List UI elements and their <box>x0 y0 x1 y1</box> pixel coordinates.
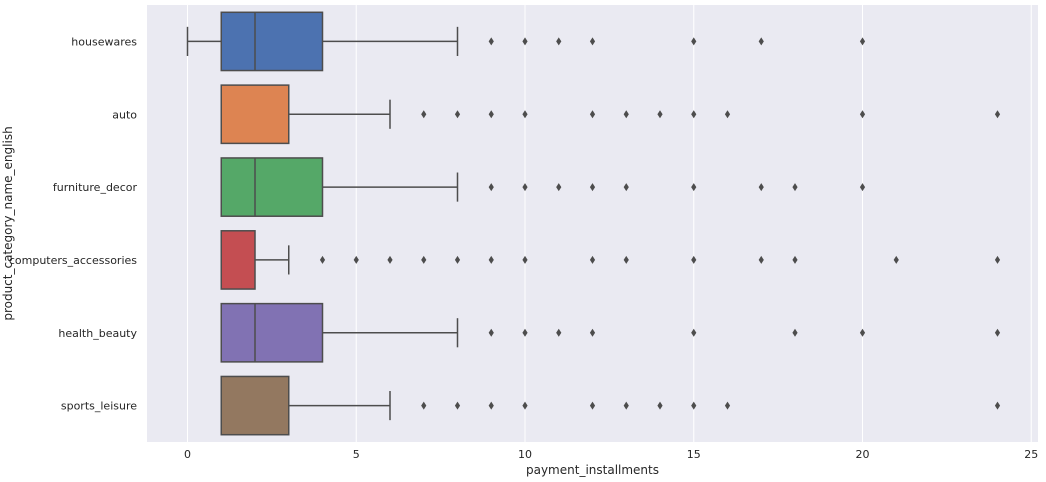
y-tick-label-furniture_decor: furniture_decor <box>53 181 138 194</box>
box-iqr-computers_accessories <box>220 230 256 290</box>
outlier-furniture_decor-15 <box>691 183 697 192</box>
outlier-health_beauty-11 <box>556 328 562 337</box>
outlier-health_beauty-9 <box>488 328 494 337</box>
outlier-housewares-12 <box>589 37 596 46</box>
outlier-furniture_decor-20 <box>859 183 866 192</box>
boxplot-series <box>186 11 1001 436</box>
box-computers_accessories <box>220 230 1001 290</box>
outlier-auto-10 <box>522 110 528 119</box>
outlier-computers_accessories-8 <box>454 255 461 264</box>
y-tick-label-computers_accessories: computers_accessories <box>9 254 137 267</box>
outlier-computers_accessories-10 <box>522 255 528 264</box>
outlier-auto-12 <box>589 110 596 119</box>
outlier-housewares-10 <box>522 37 528 46</box>
outlier-health_beauty-10 <box>522 328 528 337</box>
outlier-computers_accessories-24 <box>994 255 1001 264</box>
outlier-furniture_decor-11 <box>556 183 562 192</box>
outlier-auto-8 <box>454 110 461 119</box>
outlier-health_beauty-18 <box>792 328 798 337</box>
y-tick-label-sports_leisure: sports_leisure <box>61 400 137 413</box>
outlier-auto-15 <box>691 110 697 119</box>
outlier-computers_accessories-18 <box>792 255 798 264</box>
grid-lines <box>187 5 1032 442</box>
box-iqr-auto <box>220 84 290 145</box>
outlier-sports_leisure-10 <box>522 401 528 410</box>
outlier-housewares-17 <box>758 37 764 46</box>
plot-background <box>147 5 1038 442</box>
outlier-sports_leisure-14 <box>657 401 663 410</box>
y-tick-label-health_beauty: health_beauty <box>58 327 137 340</box>
outlier-housewares-11 <box>556 37 562 46</box>
outlier-computers_accessories-17 <box>758 255 764 264</box>
box-iqr-health_beauty <box>220 302 324 363</box>
outlier-furniture_decor-10 <box>522 183 528 192</box>
outlier-auto-7 <box>421 110 427 119</box>
outlier-housewares-9 <box>488 37 494 46</box>
outlier-health_beauty-15 <box>691 328 697 337</box>
outlier-sports_leisure-16 <box>724 401 731 410</box>
outlier-housewares-20 <box>859 37 866 46</box>
outlier-sports_leisure-12 <box>589 401 596 410</box>
outlier-auto-13 <box>623 110 629 119</box>
outlier-computers_accessories-4 <box>319 255 326 264</box>
outlier-furniture_decor-12 <box>589 183 596 192</box>
outlier-computers_accessories-15 <box>691 255 697 264</box>
outlier-auto-9 <box>488 110 494 119</box>
y-axis-label: product_category_name_english <box>1 126 15 320</box>
x-tick-label-15: 15 <box>687 448 701 461</box>
box-auto <box>220 84 1001 145</box>
outlier-furniture_decor-18 <box>792 183 798 192</box>
box-housewares <box>186 11 866 72</box>
outlier-sports_leisure-13 <box>623 401 629 410</box>
outlier-computers_accessories-9 <box>488 255 494 264</box>
outlier-health_beauty-24 <box>994 328 1001 337</box>
x-tick-label-10: 10 <box>518 448 532 461</box>
outlier-computers_accessories-12 <box>589 255 596 264</box>
y-axis-ticks: housewares auto furniture_decor computers_a… <box>9 35 138 412</box>
x-tick-label-25: 25 <box>1024 448 1038 461</box>
box-iqr-housewares <box>220 11 324 72</box>
x-axis-label: payment_installments <box>526 463 659 477</box>
outlier-auto-14 <box>657 110 663 119</box>
outlier-housewares-15 <box>691 37 697 46</box>
outlier-sports_leisure-8 <box>454 401 461 410</box>
outlier-sports_leisure-9 <box>488 401 494 410</box>
x-axis-ticks: 0 5 10 15 20 25 <box>184 448 1038 461</box>
x-tick-label-5: 5 <box>353 448 360 461</box>
box-health_beauty <box>220 302 1001 363</box>
outlier-auto-24 <box>994 110 1001 119</box>
outlier-computers_accessories-5 <box>353 255 359 264</box>
outlier-sports_leisure-15 <box>691 401 697 410</box>
outlier-health_beauty-20 <box>859 328 866 337</box>
box-iqr-sports_leisure <box>220 375 290 436</box>
y-tick-label-auto: auto <box>112 108 137 121</box>
outlier-computers_accessories-21 <box>893 255 899 264</box>
outlier-health_beauty-12 <box>589 328 596 337</box>
outlier-furniture_decor-9 <box>488 183 494 192</box>
box-furniture_decor <box>220 157 866 217</box>
outlier-furniture_decor-13 <box>623 183 629 192</box>
outlier-sports_leisure-24 <box>994 401 1001 410</box>
outlier-computers_accessories-13 <box>623 255 629 264</box>
outlier-furniture_decor-17 <box>758 183 764 192</box>
x-tick-label-20: 20 <box>856 448 870 461</box>
x-tick-label-0: 0 <box>184 448 191 461</box>
outlier-sports_leisure-7 <box>421 401 427 410</box>
outlier-auto-16 <box>724 110 731 119</box>
outlier-computers_accessories-7 <box>421 255 427 264</box>
box-iqr-furniture_decor <box>220 157 324 217</box>
outlier-computers_accessories-6 <box>387 255 393 264</box>
box-sports_leisure <box>220 375 1001 436</box>
outlier-auto-20 <box>859 110 866 119</box>
y-tick-label-housewares: housewares <box>71 35 137 48</box>
